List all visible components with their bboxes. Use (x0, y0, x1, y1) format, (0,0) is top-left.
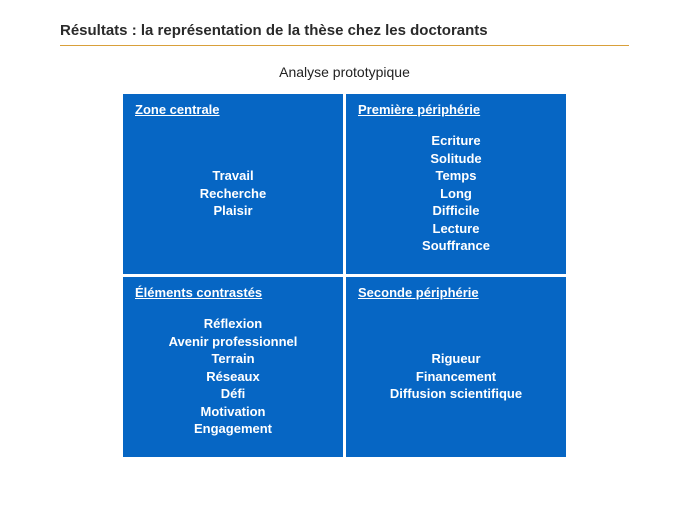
quadrant-item: Rigueur (431, 350, 480, 368)
quadrant-header: Seconde périphérie (358, 285, 554, 300)
title-rule (60, 45, 629, 46)
slide-container: Résultats : la représentation de la thès… (0, 0, 689, 517)
quadrant-item: Motivation (201, 403, 266, 421)
quadrant-body: Ecriture Solitude Temps Long Difficile L… (358, 123, 554, 264)
quadrant-zone-centrale: Zone centrale Travail Recherche Plaisir (123, 94, 343, 274)
quadrant-seconde-peripherie: Seconde périphérie Rigueur Financement D… (346, 277, 566, 457)
quadrant-item: Plaisir (213, 202, 252, 220)
quadrant-item: Travail (212, 167, 253, 185)
quadrant-item: Financement (416, 368, 496, 386)
quadrant-premiere-peripherie: Première périphérie Ecriture Solitude Te… (346, 94, 566, 274)
quadrant-header: Éléments contrastés (135, 285, 331, 300)
quadrant-item: Réflexion (204, 315, 263, 333)
quadrant-grid: Zone centrale Travail Recherche Plaisir … (123, 94, 566, 457)
quadrant-item: Défi (221, 385, 246, 403)
quadrant-item: Ecriture (431, 132, 480, 150)
quadrant-item: Réseaux (206, 368, 259, 386)
quadrant-item: Terrain (211, 350, 254, 368)
quadrant-elements-contrastes: Éléments contrastés Réflexion Avenir pro… (123, 277, 343, 457)
slide-subtitle: Analyse prototypique (60, 64, 629, 80)
quadrant-item: Diffusion scientifique (390, 385, 522, 403)
quadrant-item: Solitude (430, 150, 481, 168)
quadrant-item: Long (440, 185, 472, 203)
quadrant-item: Engagement (194, 420, 272, 438)
quadrant-body: Rigueur Financement Diffusion scientifiq… (358, 306, 554, 447)
grid-wrapper: Zone centrale Travail Recherche Plaisir … (60, 94, 629, 457)
slide-title: Résultats : la représentation de la thès… (60, 22, 629, 45)
quadrant-item: Difficile (433, 202, 480, 220)
quadrant-body: Réflexion Avenir professionnel Terrain R… (135, 306, 331, 447)
quadrant-body: Travail Recherche Plaisir (135, 123, 331, 264)
quadrant-item: Temps (436, 167, 477, 185)
quadrant-header: Zone centrale (135, 102, 331, 117)
quadrant-item: Souffrance (422, 237, 490, 255)
quadrant-item: Recherche (200, 185, 266, 203)
quadrant-header: Première périphérie (358, 102, 554, 117)
quadrant-item: Avenir professionnel (169, 333, 298, 351)
quadrant-item: Lecture (433, 220, 480, 238)
